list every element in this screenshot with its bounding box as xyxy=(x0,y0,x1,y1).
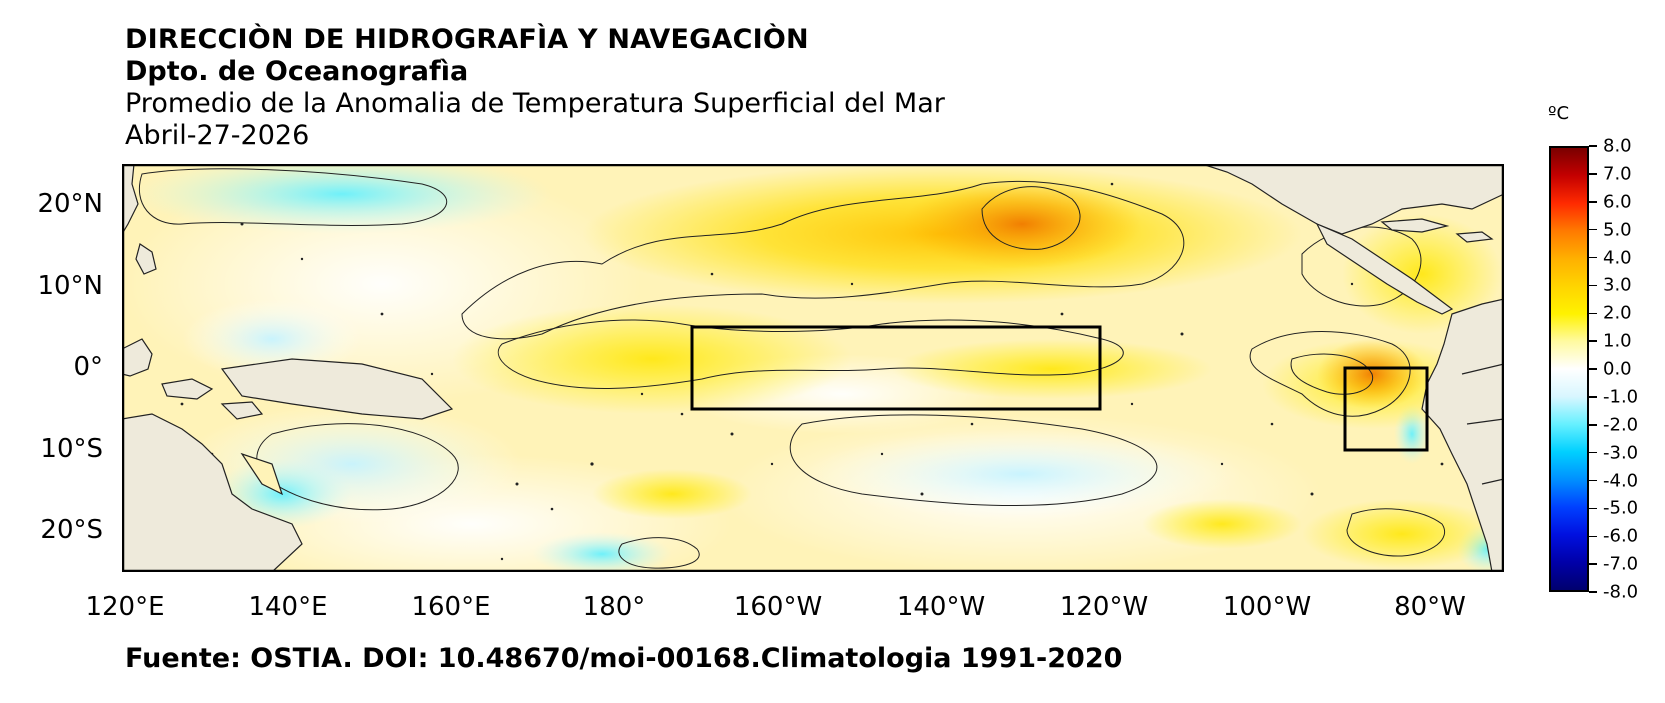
nino12-region-box xyxy=(1343,366,1429,452)
colorbar-tick-mark xyxy=(1589,173,1597,175)
institution-title: DIRECCIÒN DE HIDROGRAFÌA Y NAVEGACIÒN xyxy=(125,24,809,55)
colorbar-tick-mark xyxy=(1589,563,1597,565)
colorbar-tick-label: 2.0 xyxy=(1603,302,1632,324)
colorbar-tick-mark xyxy=(1589,256,1597,259)
colorbar-tick-label: 6.0 xyxy=(1603,191,1632,213)
colorbar-tick-mark xyxy=(1589,535,1597,537)
land-new-guinea xyxy=(220,358,454,420)
colorbar-tick-mark xyxy=(1589,507,1597,510)
colorbar-tick-label: 0.0 xyxy=(1603,358,1632,380)
lat-label-20n: 20°N xyxy=(37,189,103,219)
lon-label-140e: 140°E xyxy=(248,592,328,622)
lon-label-80w: 80°W xyxy=(1394,592,1466,622)
colorbar-tick-mark xyxy=(1589,591,1597,593)
colorbar-tick-mark xyxy=(1589,479,1597,482)
land-indonesia xyxy=(122,338,153,377)
lon-label-180: 180° xyxy=(582,592,646,622)
colorbar-tick-label: -6.0 xyxy=(1603,525,1639,547)
lon-label-120e: 120°E xyxy=(85,592,165,622)
colorbar-tick-label: -3.0 xyxy=(1603,442,1639,464)
lon-label-160w: 160°W xyxy=(733,592,823,622)
department-subtitle: Dpto. de Oceanografìa xyxy=(125,56,469,87)
colorbar-tick-mark xyxy=(1589,201,1597,203)
lon-label-100w: 100°W xyxy=(1222,592,1312,622)
land-masses xyxy=(122,164,1504,572)
anomaly-contours xyxy=(138,168,1445,569)
cool-anomaly-southcentral xyxy=(802,429,1242,519)
lat-label-10n: 10°N xyxy=(37,271,103,301)
colorbar-tick-label: -2.0 xyxy=(1603,414,1639,436)
nino34-region-box xyxy=(690,325,1102,411)
land-north-america xyxy=(1201,164,1504,235)
lat-label-20s: 20°S xyxy=(40,515,103,545)
colorbar-tick-label: 5.0 xyxy=(1603,219,1632,241)
colorbar-tick-label: 3.0 xyxy=(1603,274,1632,296)
data-source-credit: Fuente: OSTIA. DOI: 10.48670/moi-00168.C… xyxy=(125,643,1123,674)
lat-label-10s: 10°S xyxy=(40,434,103,464)
colorbar-tick-mark xyxy=(1589,145,1597,147)
colorbar-tick-mark xyxy=(1589,340,1597,342)
colorbar-tick-mark xyxy=(1589,312,1597,314)
colorbar-unit: ºC xyxy=(1548,103,1570,124)
land-philippines xyxy=(135,243,157,275)
colorbar-tick-label: 7.0 xyxy=(1603,163,1632,185)
colorbar-tick-mark xyxy=(1589,368,1597,370)
cool-anomaly-northwest xyxy=(132,164,552,234)
colorbar-tick-label: -8.0 xyxy=(1603,581,1639,603)
colorbar-tick-mark xyxy=(1589,228,1597,231)
hot-spot-north xyxy=(902,179,1142,269)
lon-label-140w: 140°W xyxy=(896,592,986,622)
warm-anomaly-equatorial xyxy=(452,304,852,414)
land-australia xyxy=(122,413,303,572)
colorbar-tick-label: 4.0 xyxy=(1603,247,1632,268)
colorbar-tick-label: -1.0 xyxy=(1603,386,1639,408)
land-asia xyxy=(122,164,139,236)
lon-label-160e: 160°E xyxy=(411,592,491,622)
land-central-america xyxy=(1315,222,1454,315)
colorbar-tick-label: -7.0 xyxy=(1603,553,1639,575)
colorbar xyxy=(1549,146,1589,592)
map-frame xyxy=(122,164,1504,572)
map-title-block: DIRECCIÒN DE HIDROGRAFÌA Y NAVEGACIÒN Dp… xyxy=(125,24,945,152)
lon-label-120w: 120°W xyxy=(1059,592,1149,622)
lat-label-equator: 0° xyxy=(73,352,103,382)
colorbar-tick-label: 8.0 xyxy=(1603,135,1632,157)
colorbar-tick-mark xyxy=(1589,396,1597,398)
map-description: Promedio de la Anomalia de Temperatura S… xyxy=(125,88,945,119)
colorbar-tick-mark xyxy=(1589,451,1597,454)
colorbar-tick-mark xyxy=(1589,424,1597,426)
colorbar-tick-mark xyxy=(1589,284,1597,287)
colorbar-tick-label: -4.0 xyxy=(1603,470,1639,491)
land-south-america xyxy=(1421,298,1504,572)
map-date: Abril-27-2026 xyxy=(125,120,310,151)
sst-anomaly-map xyxy=(122,164,1504,572)
colorbar-tick-label: 1.0 xyxy=(1603,330,1632,352)
colorbar-tick-label: -5.0 xyxy=(1603,497,1639,519)
